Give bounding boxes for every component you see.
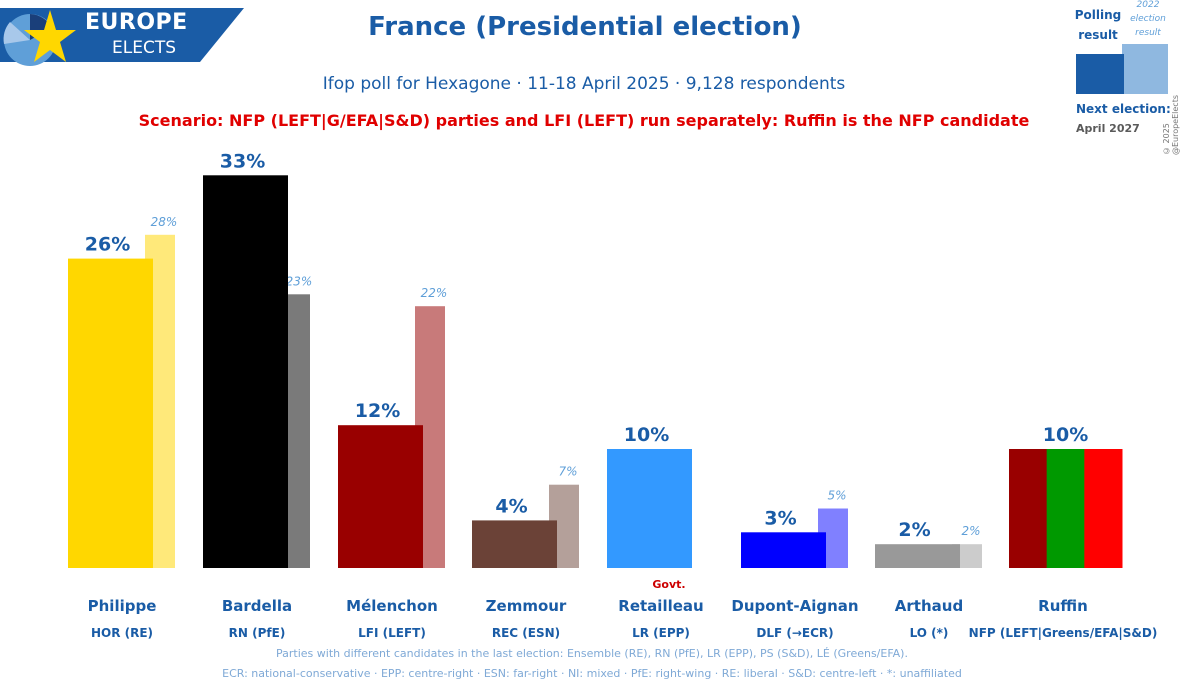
label-poll-retailleau: 10% <box>624 424 669 446</box>
poll-subtitle: Ifop poll for Hexagone · 11-18 April 202… <box>322 74 846 94</box>
footer-note-1: Parties with different candidates in the… <box>276 647 908 660</box>
bar-poll-arthaud <box>875 544 960 568</box>
label-2022-zemmour: 7% <box>558 465 577 479</box>
label-2022-melenchon: 22% <box>421 286 448 300</box>
footer-note-2: ECR: national-conservative · EPP: centre… <box>222 667 962 680</box>
legend: Polling result 2022 election result Next… <box>1070 0 1184 155</box>
candidate-name-arthaud: Arthaud <box>895 597 963 615</box>
bar-poll-melenchon <box>338 425 423 568</box>
logo-text-europe: EUROPE <box>85 10 188 35</box>
candidate-name-retailleau: Retailleau <box>618 597 703 615</box>
logo-text-elects: ELECTS <box>112 38 176 58</box>
legend-next-election-date: April 2027 <box>1076 122 1140 135</box>
bar-poll-bardella <box>203 175 288 569</box>
label-poll-philippe: 26% <box>85 234 130 256</box>
star-icon <box>24 10 76 62</box>
legend-polling-label-2: result <box>1078 28 1118 42</box>
bar-poll-zemmour <box>472 520 557 568</box>
europe-elects-logo: EUROPE ELECTS <box>0 0 250 66</box>
bar-poll-philippe <box>68 258 153 568</box>
party-label-arthaud: LO (*) <box>910 626 949 640</box>
bar-chart: 28% 26% Philippe HOR (RE) 23% 33% Bardella RN (… <box>68 150 1158 640</box>
scenario-text: Scenario: NFP (LEFT|G/EFA|S&D) parties a… <box>138 111 1030 130</box>
label-2022-bardella: 23% <box>286 274 313 288</box>
label-poll-ruffin: 10% <box>1043 424 1088 446</box>
candidate-name-bardella: Bardella <box>222 597 292 615</box>
legend-prev-label-2: election <box>1130 14 1166 24</box>
party-label-ruffin: NFP (LEFT|Greens/EFA|S&D) <box>969 626 1158 640</box>
label-poll-dupont-aignan: 3% <box>764 507 796 529</box>
party-label-dupont-aignan: DLF (→ECR) <box>756 626 833 640</box>
legend-polling-swatch <box>1076 54 1124 94</box>
bar-poll-ruffin-segment-1 <box>1009 449 1048 568</box>
logo-banner <box>0 8 244 66</box>
label-poll-melenchon: 12% <box>355 400 400 422</box>
candidate-name-dupont-aignan: Dupont-Aignan <box>731 597 858 615</box>
party-label-melenchon: LFI (LEFT) <box>358 626 426 640</box>
candidate-name-philippe: Philippe <box>88 597 157 615</box>
label-poll-arthaud: 2% <box>898 519 930 541</box>
label-poll-bardella: 33% <box>220 150 265 172</box>
party-label-retailleau: LR (EPP) <box>632 626 690 640</box>
label-2022-philippe: 28% <box>151 215 178 229</box>
legend-prev-label-3: result <box>1135 28 1161 38</box>
party-label-philippe: HOR (RE) <box>91 626 153 640</box>
legend-next-election-label: Next election: <box>1076 102 1171 116</box>
candidate-name-melenchon: Mélenchon <box>346 597 438 615</box>
legend-polling-label-1: Polling <box>1074 8 1122 22</box>
candidate-name-zemmour: Zemmour <box>486 597 567 615</box>
bar-poll-dupont-aignan <box>741 532 826 568</box>
chart-title: France (Presidential election) <box>368 12 802 42</box>
label-2022-dupont-aignan: 5% <box>827 489 846 503</box>
legend-prev-swatch <box>1122 44 1168 94</box>
party-label-bardella: RN (PfE) <box>229 626 286 640</box>
govt-label: Govt. <box>652 578 685 591</box>
bar-poll-retailleau <box>607 449 692 568</box>
legend-prev-label-1: 2022 <box>1136 0 1160 10</box>
bar-poll-ruffin-segment-3 <box>1084 449 1123 568</box>
candidate-name-ruffin: Ruffin <box>1038 597 1088 615</box>
label-poll-zemmour: 4% <box>495 495 527 517</box>
party-label-zemmour: REC (ESN) <box>492 626 560 640</box>
label-2022-arthaud: 2% <box>961 524 980 538</box>
bar-poll-ruffin-segment-2 <box>1046 449 1085 568</box>
